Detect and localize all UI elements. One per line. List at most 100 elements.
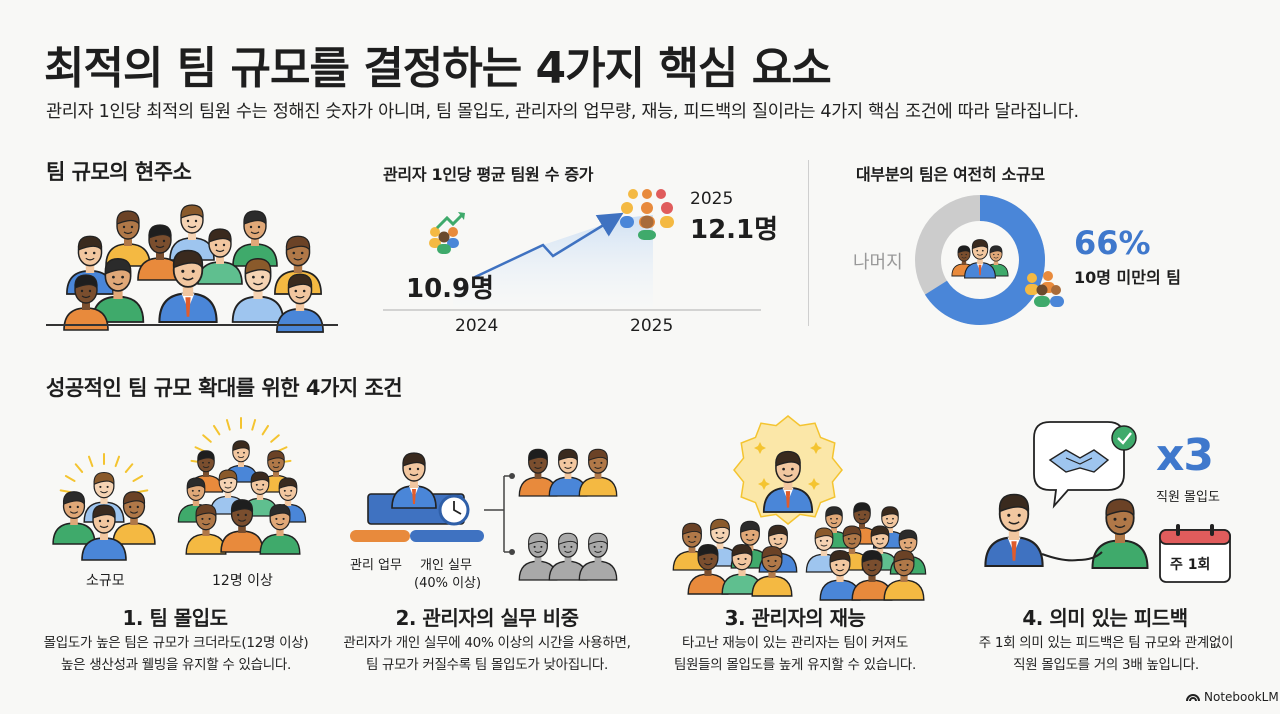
crowd-person-10 <box>231 258 285 323</box>
cond2-label-individual: 개인 실무 <box>420 558 472 573</box>
trend-icon-start <box>429 212 465 254</box>
cond2-team-bottom-1 <box>518 532 558 581</box>
share-donut <box>915 195 1045 325</box>
donut-manager <box>964 239 996 279</box>
cond3-team-person-5 <box>687 543 729 595</box>
cond2-team-bottom-3 <box>578 532 618 581</box>
cond1-small-person-3 <box>112 491 156 545</box>
crowd-person-6 <box>197 228 243 285</box>
cond2-manager <box>391 452 437 509</box>
cond2-desc: 관리자가 개인 실무에 40% 이상의 시간을 사용하면, 팀 규모가 커질수록… <box>322 632 652 676</box>
cond3-team-person-17 <box>883 549 925 601</box>
handshake-arms <box>1041 551 1103 562</box>
cond4-desc-line-2: 직원 몰입도를 거의 3배 높입니다. <box>1013 657 1199 673</box>
branch-lines <box>484 475 512 553</box>
cond3-team-person-7 <box>751 545 793 597</box>
cond1-small-person-2 <box>52 491 96 545</box>
cond2-team-top-3 <box>578 448 618 497</box>
cond1-large-rays <box>190 417 292 464</box>
workload-bar-individual <box>410 530 484 542</box>
page-subtitle: 관리자 1인당 최적의 팀원 수는 정해진 숫자가 아니며, 팀 몰입도, 관리… <box>46 102 1079 122</box>
cond4-calendar-label: 주 1회 <box>1170 557 1211 573</box>
cond1-small-person-1 <box>83 471 125 523</box>
crowd-person-5 <box>137 224 183 281</box>
cond4-desc: 주 1회 의미 있는 피드백은 팀 규모와 관계없이 직원 몰입도를 거의 3배… <box>956 632 1256 676</box>
cond3-manager <box>762 450 814 513</box>
cond1-small-person-4 <box>81 504 127 561</box>
cond3-desc-line-1: 타고난 재능이 있는 관리자는 팀이 커져도 <box>682 635 908 651</box>
cond1-desc-line-1: 몰입도가 높은 팀은 규모가 크더라도(12명 이상) <box>43 635 309 651</box>
notebooklm-logo-icon <box>1186 694 1200 702</box>
crowd-person-9 <box>158 249 218 324</box>
sparkle-1 <box>754 442 766 454</box>
talented-manager-illustration <box>672 415 927 601</box>
brand-name: NotebookLM <box>1204 690 1279 704</box>
check-icon <box>1111 425 1137 451</box>
small-team-illustration <box>52 453 156 561</box>
cond2-title: 2. 관리자의 실무 비중 <box>395 606 579 630</box>
cond3-desc-line-2: 팀원들의 몰입도를 높게 유지할 수 있습니다. <box>673 657 917 673</box>
sparkle-4 <box>808 478 820 490</box>
calendar-icon <box>1159 524 1231 583</box>
trend-arrow-icon <box>435 212 465 230</box>
manager-workload-illustration <box>350 448 618 581</box>
trend-end-year: 2025 <box>690 189 734 209</box>
crowd-person-8 <box>91 258 145 323</box>
sparkle-2 <box>810 442 822 454</box>
cond4-multiplier-label: 직원 몰입도 <box>1156 490 1220 505</box>
cond1-large-person-8 <box>185 503 227 555</box>
cond2-desc-line-1: 관리자가 개인 실무에 40% 이상의 시간을 사용하면, <box>343 635 631 651</box>
share-rest-label: 나머지 <box>853 252 903 273</box>
clock-icon <box>438 494 470 526</box>
cond2-desc-line-2: 팀 규모가 커질수록 팀 몰입도가 낮아집니다. <box>365 657 609 673</box>
feedback-illustration <box>984 421 1231 583</box>
cond3-team-person-6 <box>721 543 763 595</box>
crowd-person-3 <box>232 210 278 267</box>
trend-start-value: 10.9명 <box>406 274 495 304</box>
handshake-icon <box>1048 449 1110 473</box>
trend-icon-end <box>620 189 674 240</box>
workload-bar-manage <box>350 530 410 542</box>
conditions-heading: 성공적인 팀 규모 확대를 위한 4가지 조건 <box>46 376 403 400</box>
cond1-label-large: 12명 이상 <box>212 573 273 589</box>
share-heading: 대부분의 팀은 여전히 소규모 <box>856 165 1045 184</box>
cond1-label-small: 소규모 <box>86 573 125 589</box>
cond4-person-right <box>1091 498 1149 569</box>
trend-x-start: 2024 <box>455 316 499 336</box>
trend-heading: 관리자 1인당 평균 팀원 수 증가 <box>383 165 594 184</box>
share-percent: 66% <box>1074 224 1151 262</box>
cond2-team-top-1 <box>518 448 558 497</box>
cond1-title: 1. 팀 몰입도 <box>122 606 228 630</box>
crowd-person-1 <box>105 210 151 267</box>
trend-area <box>453 215 653 308</box>
page-title: 최적의 팀 규모를 결정하는 4가지 핵심 요소 <box>44 43 832 94</box>
trend-x-end: 2025 <box>630 316 674 336</box>
cond1-large-person-2 <box>223 440 259 483</box>
donut-main-slice <box>915 195 1045 325</box>
cond4-multiplier: x3 <box>1156 430 1214 481</box>
cond4-desc-line-1: 주 1회 의미 있는 피드백은 팀 규모와 관계없이 <box>978 635 1234 651</box>
cond2-team-top-2 <box>548 448 588 497</box>
cond3-desc: 타고난 재능이 있는 관리자는 팀이 커져도 팀원들의 몰입도를 높게 유지할 … <box>648 632 942 676</box>
cond1-small-rays <box>59 453 149 494</box>
current-heading: 팀 규모의 현주소 <box>46 160 192 184</box>
cond4-person-left <box>984 493 1044 568</box>
cond2-team-bottom-2 <box>548 532 588 581</box>
cond3-title: 3. 관리자의 재능 <box>724 606 866 630</box>
section-divider <box>808 160 809 326</box>
crowd-baseline <box>46 324 338 326</box>
crowd-person-12 <box>276 273 324 333</box>
trend-line <box>472 212 624 280</box>
cond1-desc: 몰입도가 높은 팀은 규모가 크더라도(12명 이상) 높은 생산성과 웰빙을 … <box>26 632 326 676</box>
cond2-label-manage: 관리 업무 <box>350 558 402 573</box>
cond4-title: 4. 의미 있는 피드백 <box>1022 606 1188 630</box>
cond1-large-person-10 <box>259 503 301 555</box>
cond2-label-percent: (40% 이상) <box>414 576 482 591</box>
share-percent-label: 10명 미만의 팀 <box>1074 268 1182 287</box>
trend-chart <box>383 189 761 311</box>
brand: NotebookLM <box>1186 690 1279 704</box>
trend-end-value: 12.1명 <box>690 215 779 245</box>
crowd-illustration <box>63 204 324 333</box>
small-team-icon <box>1025 271 1064 307</box>
sparkle-3 <box>758 478 770 490</box>
